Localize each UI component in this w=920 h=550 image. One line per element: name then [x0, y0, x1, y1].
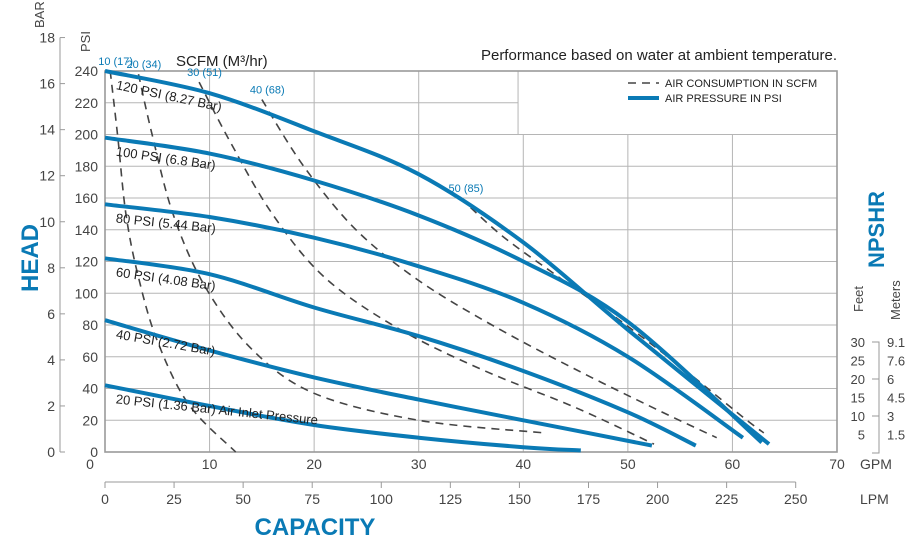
bar-unit-label: BAR	[32, 1, 47, 28]
axes: 0204060801001201401601802002202400246810…	[39, 30, 905, 507]
x-tick-lpm: 250	[784, 491, 808, 507]
x-tick-gpm: 30	[411, 456, 427, 472]
scfm-header: SCFM (M³/hr)	[176, 53, 268, 70]
x-tick-gpm: 50	[620, 456, 636, 472]
y-tick-bar: 10	[39, 214, 55, 230]
pressure-curve-80-psi-5-44-bar	[104, 202, 745, 440]
x-tick-lpm: 75	[304, 491, 320, 507]
y-tick-psi: 180	[75, 158, 99, 174]
scfm-curve-40-68	[261, 99, 718, 439]
psi-unit-label: PSI	[78, 31, 93, 52]
y-tick-psi: 20	[82, 412, 98, 428]
npshr-meters-tick: 3	[887, 409, 894, 424]
scfm-label-10-17: 10 (17)	[98, 56, 133, 68]
x-tick-gpm: 20	[306, 456, 322, 472]
x-tick-lpm: 200	[646, 491, 670, 507]
y-tick-psi: 40	[82, 381, 98, 397]
grid	[104, 70, 838, 453]
y-tick-bar: 16	[39, 76, 55, 92]
pressure-curve-20-psi-1-36-bar-air-inlet-pressure	[104, 383, 581, 453]
scfm-label-30-51: 30 (51)	[187, 67, 222, 79]
y-tick-bar: 4	[47, 352, 55, 368]
x-tick-gpm: 0	[86, 456, 94, 472]
npshr-feet-label: Feet	[851, 286, 866, 312]
y-tick-bar: 2	[47, 398, 55, 414]
npshr-feet-tick: 5	[858, 428, 865, 443]
pressure-curve-100-psi-6-8-bar	[104, 135, 764, 444]
y-tick-psi: 80	[82, 317, 98, 333]
legend: AIR CONSUMPTION IN SCFM AIR PRESSURE IN …	[628, 78, 817, 105]
scfm-curve-30-51	[198, 81, 655, 445]
x-axis-title: CAPACITY	[255, 514, 376, 541]
npshr-meters-tick: 9.1	[887, 335, 905, 350]
npshr-meters-tick: 1.5	[887, 428, 905, 443]
y-tick-bar: 8	[47, 260, 55, 276]
legend-label-air-pressure: AIR PRESSURE IN PSI	[665, 93, 782, 105]
y-tick-bar: 6	[47, 306, 55, 322]
npshr-bracket	[872, 341, 880, 454]
lpm-unit-label: LPM	[860, 491, 889, 507]
y-tick-psi: 160	[75, 190, 99, 206]
y-axis-title: HEAD	[17, 224, 44, 292]
npshr-meters-tick: 6	[887, 372, 894, 387]
npshr-title: NPSHR	[864, 191, 889, 268]
x-tick-gpm: 10	[202, 456, 218, 472]
x-tick-lpm: 150	[508, 491, 532, 507]
scfm-curve-20-34	[137, 74, 545, 434]
scfm-label-20-34: 20 (34)	[126, 59, 161, 71]
pressure-curve-40-psi-2-72-bar	[104, 318, 653, 448]
x-tick-lpm: 100	[370, 491, 394, 507]
scfm-curve-10-17	[109, 70, 237, 453]
y-tick-bar: 18	[39, 30, 55, 46]
y-tick-psi: 120	[75, 254, 99, 270]
y-tick-bar: 14	[39, 122, 55, 138]
pressure-label-20-psi-1-36-bar-air-inlet-pressure: 20 PSI (1.36 Bar) Air Inlet Pressure	[115, 391, 319, 427]
x-tick-lpm: 175	[577, 491, 601, 507]
pressure-curve-120-psi-8-27-bar	[104, 69, 771, 446]
x-tick-gpm: 40	[515, 456, 531, 472]
npshr-feet-tick: 25	[851, 354, 865, 369]
legend-label-air-consumption: AIR CONSUMPTION IN SCFM	[665, 78, 817, 90]
npshr-feet-tick: 10	[851, 409, 865, 424]
y-tick-psi: 0	[90, 444, 98, 460]
y-tick-psi: 240	[75, 63, 99, 79]
npshr-meters-label: Meters	[888, 280, 903, 320]
pressure-curve-60-psi-4-08-bar	[104, 256, 697, 448]
pressure-label-40-psi-2-72-bar: 40 PSI (2.72 Bar)	[115, 326, 217, 358]
x-tick-lpm: 225	[715, 491, 739, 507]
gpm-unit-label: GPM	[860, 456, 892, 472]
npshr-feet-tick: 20	[851, 372, 865, 387]
plot-frame	[104, 70, 838, 453]
x-tick-lpm: 0	[101, 491, 109, 507]
x-tick-gpm: 70	[829, 456, 845, 472]
scfm-label-40-68: 40 (68)	[250, 85, 285, 97]
y-tick-psi: 100	[75, 285, 99, 301]
npshr-feet-tick: 15	[851, 391, 865, 406]
x-tick-lpm: 125	[439, 491, 463, 507]
y-tick-psi: 220	[75, 95, 99, 111]
y-tick-bar: 0	[47, 444, 55, 460]
npshr-meters-tick: 4.5	[887, 391, 905, 406]
x-tick-gpm: 60	[725, 456, 741, 472]
pressure-label-60-psi-4-08-bar: 60 PSI (4.08 Bar)	[115, 264, 217, 293]
x-tick-lpm: 50	[235, 491, 251, 507]
scfm-label-50-85: 50 (85)	[449, 183, 484, 195]
y-tick-psi: 140	[75, 222, 99, 238]
npshr-meters-tick: 7.6	[887, 354, 905, 369]
npshr-feet-tick: 30	[851, 335, 865, 350]
y-tick-bar: 12	[39, 168, 55, 184]
x-tick-lpm: 25	[166, 491, 182, 507]
chart-note: Performance based on water at ambient te…	[481, 47, 837, 64]
y-tick-psi: 60	[82, 349, 98, 365]
y-tick-psi: 200	[75, 127, 99, 143]
curves	[104, 69, 771, 453]
